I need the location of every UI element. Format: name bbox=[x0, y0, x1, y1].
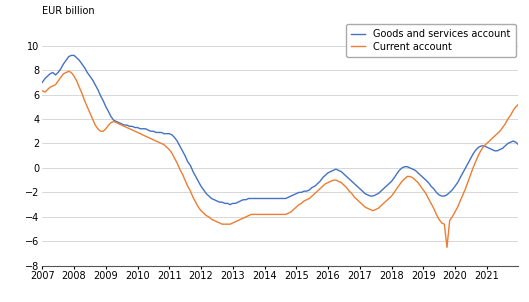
Legend: Goods and services account, Current account: Goods and services account, Current acco… bbox=[346, 24, 515, 57]
Line: Goods and services account: Goods and services account bbox=[42, 55, 529, 205]
Line: Current account: Current account bbox=[42, 71, 529, 247]
Text: EUR billion: EUR billion bbox=[42, 6, 95, 16]
